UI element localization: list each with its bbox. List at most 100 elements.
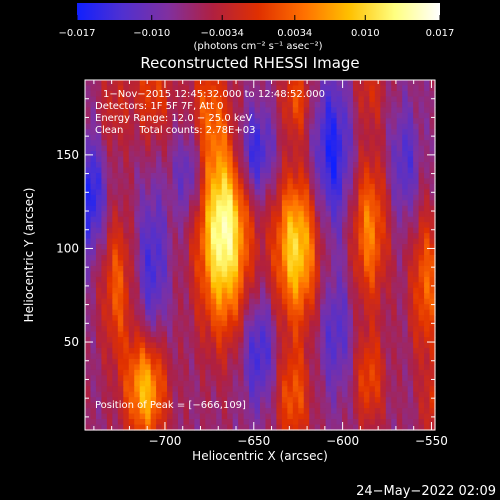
heatmap-cell bbox=[161, 200, 168, 207]
heatmap-cell bbox=[221, 222, 228, 229]
heatmap-cell bbox=[385, 331, 392, 338]
heatmap-cell bbox=[325, 293, 332, 300]
heatmap-cell bbox=[402, 112, 409, 119]
heatmap-cell bbox=[183, 244, 190, 251]
heatmap-cell bbox=[276, 397, 283, 404]
heatmap-cell bbox=[134, 353, 141, 360]
heatmap-cell bbox=[374, 123, 381, 130]
heatmap-cell bbox=[112, 172, 119, 180]
heatmap-cell bbox=[407, 151, 414, 158]
heatmap-cell bbox=[112, 276, 119, 283]
heatmap-cell bbox=[194, 189, 201, 196]
heatmap-cell bbox=[396, 391, 403, 398]
heatmap-cell bbox=[101, 244, 108, 251]
heatmap-cell bbox=[331, 375, 338, 382]
heatmap-cell bbox=[95, 397, 103, 404]
heatmap-cell bbox=[243, 419, 250, 426]
heatmap-cell bbox=[249, 96, 256, 103]
heatmap-cell bbox=[254, 358, 261, 365]
heatmap-cell bbox=[90, 391, 97, 398]
heatmap-cell bbox=[298, 222, 305, 229]
heatmap-cell bbox=[358, 222, 365, 229]
heatmap-cell bbox=[385, 386, 392, 393]
heatmap-cell bbox=[227, 145, 234, 152]
heatmap-cell bbox=[325, 112, 332, 119]
heatmap-cell bbox=[429, 216, 436, 223]
heatmap-cell bbox=[254, 222, 261, 229]
heatmap-cell bbox=[194, 369, 201, 376]
heatmap-cell bbox=[150, 80, 157, 87]
heatmap-cell bbox=[303, 244, 310, 251]
heatmap-cell bbox=[145, 178, 152, 185]
heatmap-cell bbox=[249, 244, 256, 251]
heatmap-cell bbox=[95, 413, 103, 420]
heatmap-cell bbox=[117, 211, 124, 218]
heatmap-cell bbox=[374, 178, 381, 185]
heatmap-cell bbox=[391, 380, 398, 387]
heatmap-cell bbox=[358, 255, 365, 262]
heatmap-cell bbox=[95, 151, 103, 158]
heatmap-cell bbox=[232, 326, 239, 333]
heatmap-cell bbox=[106, 380, 113, 387]
heatmap-cell bbox=[199, 364, 206, 371]
heatmap-cell bbox=[85, 309, 92, 316]
heatmap-cell bbox=[177, 353, 185, 360]
heatmap-cell bbox=[112, 134, 119, 141]
heatmap-cell bbox=[303, 353, 310, 360]
heatmap-cell bbox=[396, 222, 403, 229]
heatmap-cell bbox=[150, 397, 157, 404]
heatmap-cell bbox=[243, 364, 250, 371]
heatmap-cell bbox=[265, 347, 272, 355]
heatmap-cell bbox=[413, 380, 420, 387]
heatmap-cell bbox=[216, 326, 223, 333]
heatmap-cell bbox=[424, 216, 431, 223]
heatmap-cell bbox=[358, 112, 365, 119]
heatmap-cell bbox=[188, 123, 195, 130]
heatmap-cell bbox=[188, 134, 195, 141]
heatmap-cell bbox=[363, 424, 370, 431]
heatmap-cell bbox=[402, 358, 409, 365]
heatmap-cell bbox=[134, 402, 141, 409]
heatmap-cell bbox=[205, 413, 212, 420]
heatmap-cell bbox=[369, 380, 376, 387]
heatmap-cell bbox=[292, 112, 299, 119]
heatmap-cell bbox=[352, 178, 360, 185]
heatmap-cell bbox=[167, 293, 174, 300]
heatmap-cell bbox=[402, 271, 409, 278]
heatmap-cell bbox=[150, 364, 157, 371]
heatmap-cell bbox=[183, 419, 190, 426]
heatmap-cell bbox=[402, 118, 409, 125]
heatmap-cell bbox=[183, 233, 190, 240]
heatmap-cell bbox=[117, 255, 124, 262]
heatmap-cell bbox=[210, 194, 217, 201]
heatmap-cell bbox=[320, 90, 327, 98]
heatmap-cell bbox=[90, 118, 97, 125]
heatmap-cell bbox=[298, 233, 305, 240]
heatmap-cell bbox=[145, 331, 152, 338]
heatmap-cell bbox=[243, 183, 250, 190]
heatmap-cell bbox=[369, 413, 376, 420]
heatmap-cell bbox=[194, 271, 201, 278]
heatmap-cell bbox=[95, 233, 103, 240]
heatmap-cell bbox=[106, 216, 113, 223]
heatmap-cell bbox=[238, 380, 245, 387]
heatmap-cell bbox=[418, 260, 425, 267]
heatmap-cell bbox=[303, 238, 310, 245]
heatmap-cell bbox=[134, 271, 141, 278]
heatmap-cell bbox=[418, 408, 425, 415]
heatmap-cell bbox=[292, 249, 299, 256]
heatmap-cell bbox=[232, 391, 239, 398]
heatmap-cell bbox=[407, 304, 414, 311]
heatmap-cell bbox=[249, 80, 256, 87]
heatmap-cell bbox=[145, 276, 152, 283]
heatmap-cell bbox=[205, 134, 212, 141]
heatmap-cell bbox=[270, 227, 278, 234]
heatmap-cell bbox=[407, 145, 414, 152]
heatmap-cell bbox=[106, 358, 113, 365]
heatmap-cell bbox=[270, 309, 278, 316]
heatmap-cell bbox=[281, 101, 288, 108]
heatmap-cell bbox=[413, 200, 420, 207]
heatmap-cell bbox=[254, 380, 261, 387]
heatmap-cell bbox=[254, 419, 261, 426]
heatmap-cell bbox=[216, 145, 223, 152]
